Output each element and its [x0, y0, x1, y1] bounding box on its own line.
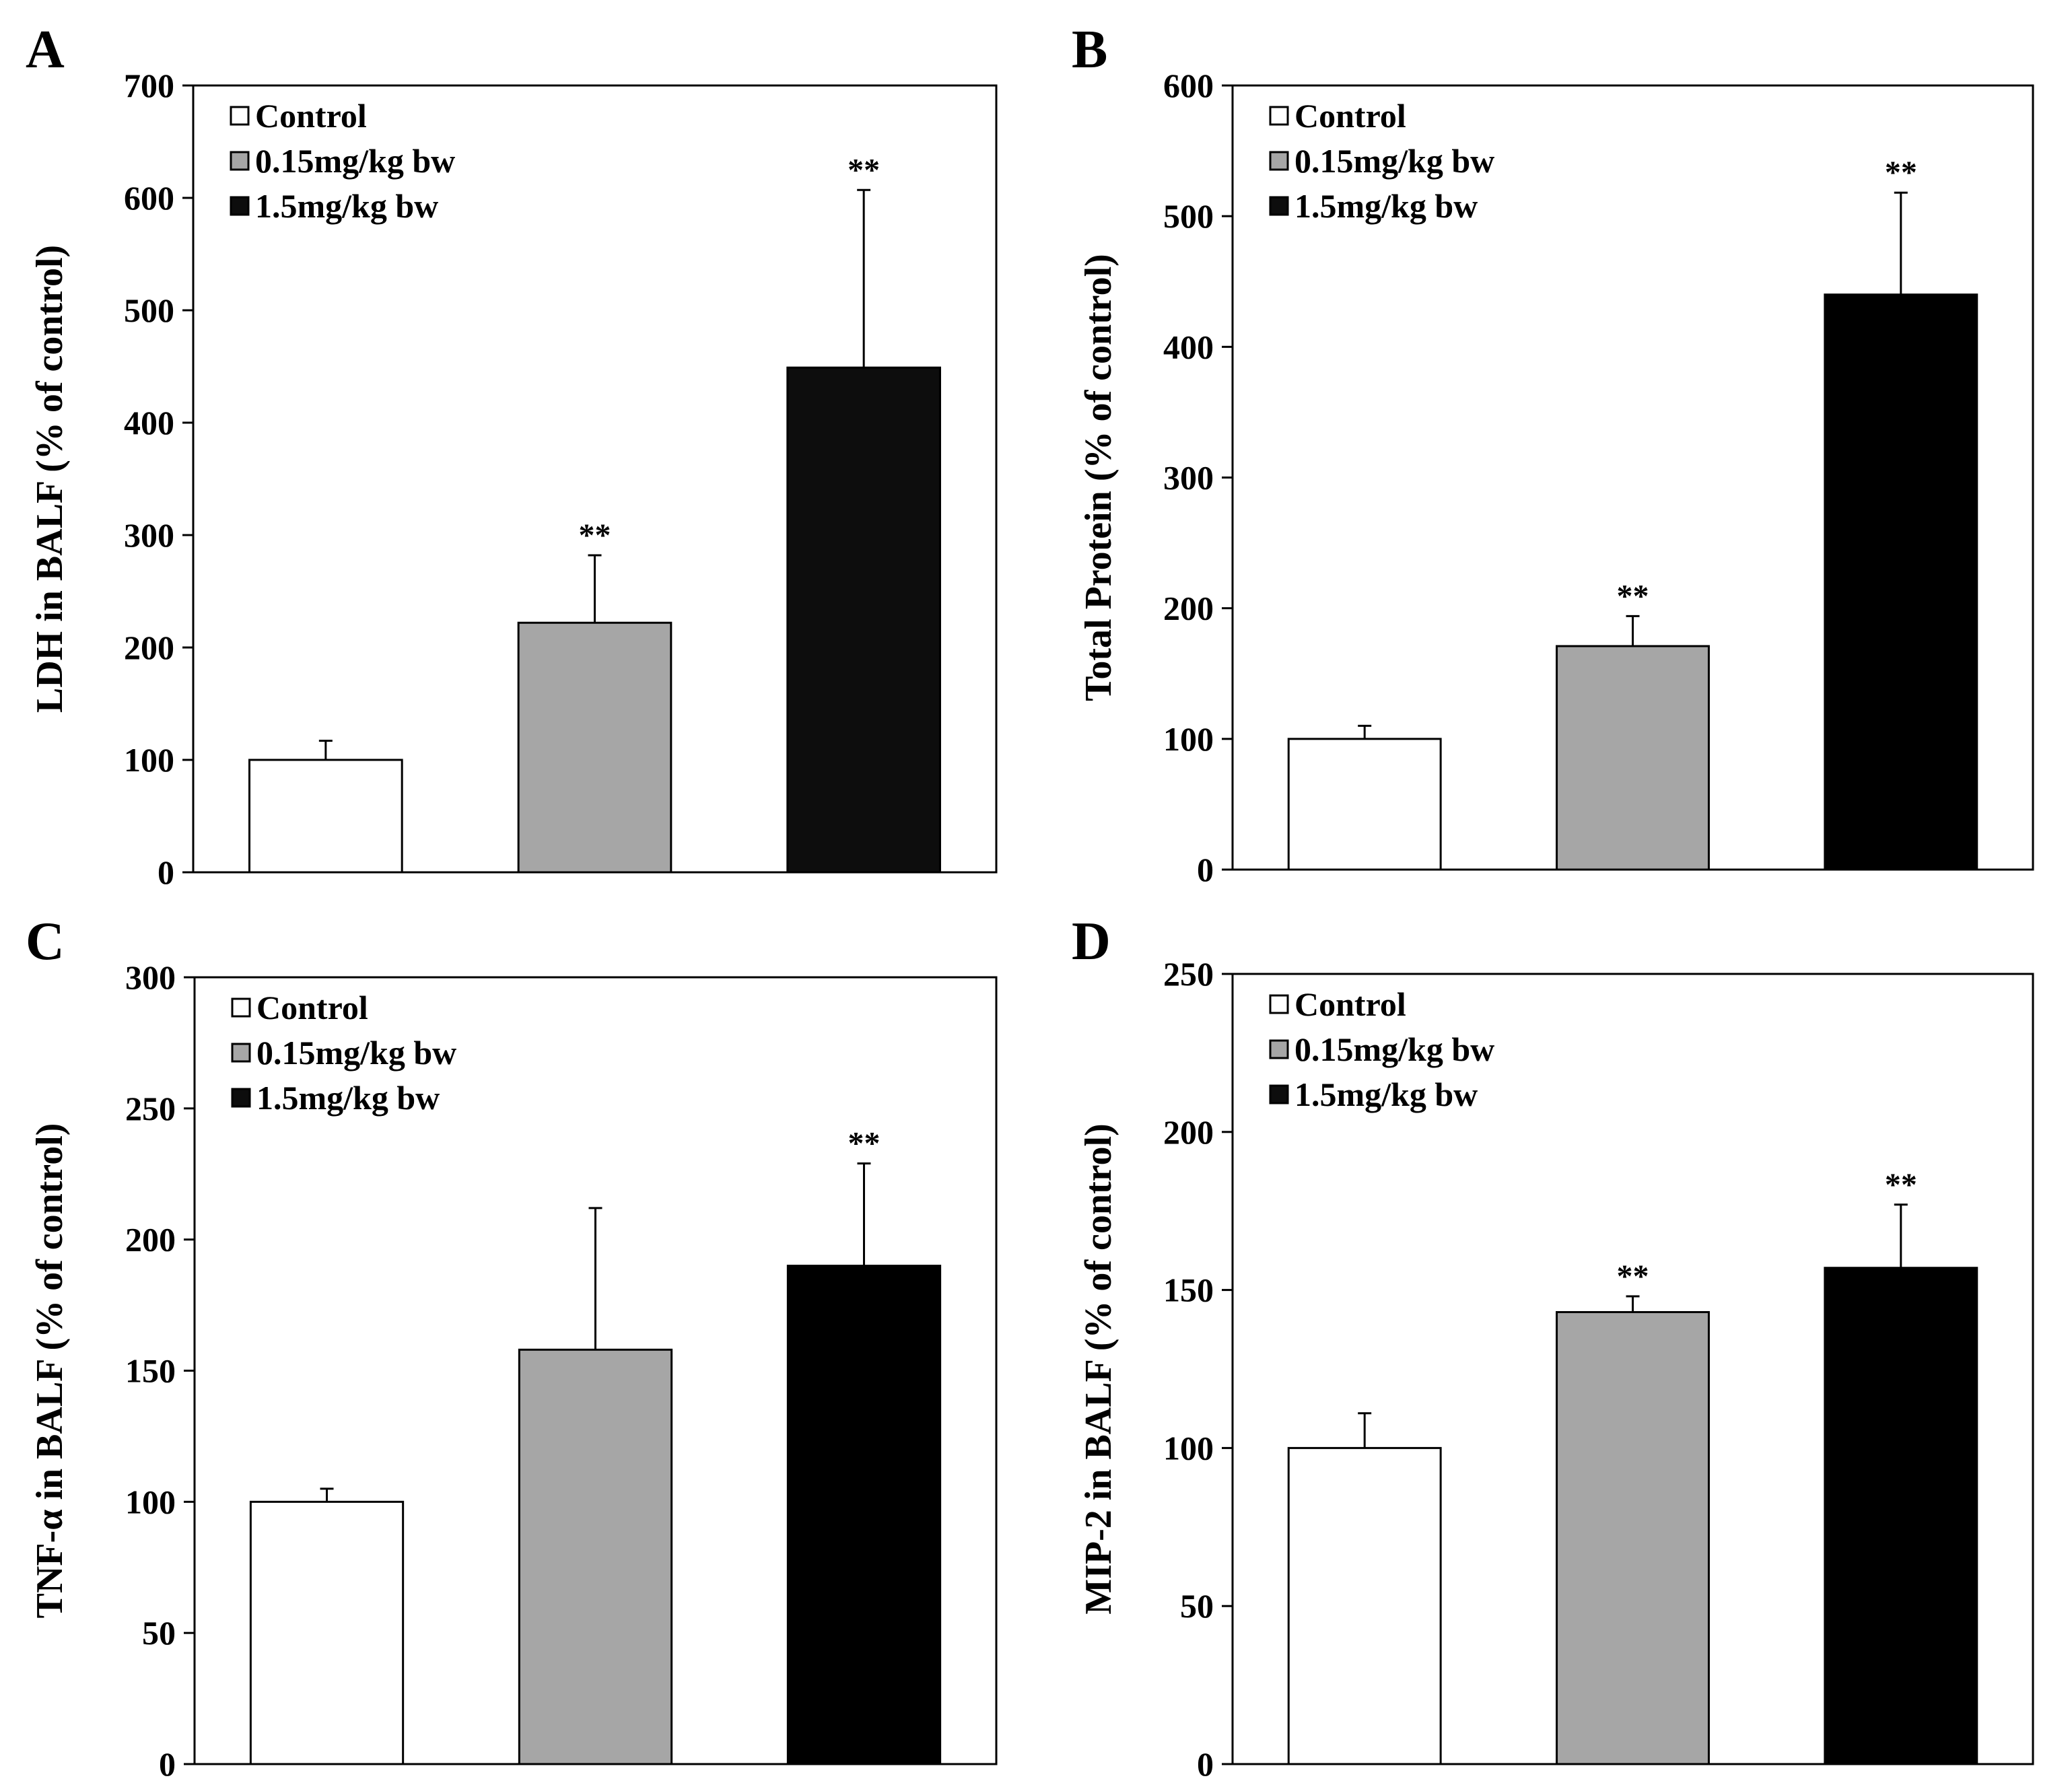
- bar: [1287, 738, 1442, 871]
- y-tick-label: 50: [142, 1614, 176, 1652]
- significance-marker: **: [848, 152, 880, 188]
- chart-panel-a: A 0 100 200 300 400 500 600 700 LDH in BALF (% of…: [26, 20, 998, 891]
- significance-marker: **: [1617, 1259, 1649, 1294]
- legend-swatch: [231, 1043, 251, 1063]
- y-tick-label: 200: [1163, 1113, 1214, 1151]
- chart-panel-c: C 0 50 100 150 200 250 300 TNF-α in BALF (% of c…: [26, 912, 998, 1783]
- panel-letter: A: [26, 20, 65, 79]
- bar: [1556, 645, 1710, 871]
- legend-label: Control: [1294, 97, 1406, 135]
- panel-letter: C: [26, 912, 65, 971]
- y-tick-label: 400: [1163, 328, 1214, 365]
- legend-label: 0.15mg/kg bw: [256, 1034, 456, 1072]
- legend-label: 0.15mg/kg bw: [255, 142, 455, 180]
- significance-marker: **: [1885, 1167, 1917, 1203]
- panel-letter: B: [1072, 20, 1107, 79]
- legend-label: Control: [255, 97, 367, 135]
- significance-marker: **: [1617, 578, 1649, 614]
- bar: [518, 1348, 673, 1765]
- legend-swatch: [231, 997, 251, 1018]
- y-tick-label: 50: [1180, 1587, 1214, 1625]
- legend-label: Control: [256, 989, 368, 1026]
- bar: [786, 1265, 942, 1765]
- bar: [517, 621, 672, 874]
- y-tick-label: 100: [1163, 720, 1214, 758]
- y-tick-label: 150: [125, 1352, 176, 1390]
- bar: [1824, 293, 1978, 871]
- y-tick-label: 0: [159, 1745, 176, 1783]
- y-tick-label: 300: [124, 516, 174, 554]
- legend-label: 1.5mg/kg bw: [255, 187, 438, 225]
- legend-label: Control: [1294, 985, 1406, 1023]
- legend-label: 1.5mg/kg bw: [256, 1079, 440, 1117]
- y-tick-label: 600: [1163, 67, 1214, 104]
- panel-letter: D: [1072, 912, 1111, 971]
- y-axis-title: TNF-α in BALF (% of control): [29, 1123, 71, 1619]
- y-tick-label: 300: [125, 958, 176, 996]
- significance-marker: **: [848, 1126, 880, 1162]
- legend-swatch: [230, 196, 250, 216]
- y-tick-label: 400: [124, 404, 174, 442]
- y-axis-title: LDH in BALF (% of control): [29, 245, 71, 713]
- bar: [1824, 1267, 1978, 1765]
- y-tick-label: 0: [1197, 851, 1214, 888]
- y-tick-label: 0: [158, 853, 174, 891]
- legend-label: 0.15mg/kg bw: [1294, 1030, 1494, 1068]
- legend-swatch: [1269, 994, 1289, 1014]
- bar: [1556, 1310, 1710, 1765]
- legend-swatch: [230, 151, 250, 171]
- legend-label: 1.5mg/kg bw: [1294, 187, 1478, 225]
- legend-swatch: [1269, 1039, 1289, 1059]
- y-tick-label: 200: [124, 629, 174, 666]
- legend-swatch: [230, 106, 250, 126]
- y-tick-label: 100: [125, 1483, 176, 1520]
- y-tick-label: 150: [1163, 1271, 1214, 1309]
- y-tick-label: 600: [124, 179, 174, 217]
- y-tick-label: 700: [124, 67, 174, 104]
- legend-swatch: [1269, 151, 1289, 171]
- legend-label: 0.15mg/kg bw: [1294, 142, 1494, 180]
- legend-swatch: [1269, 1084, 1289, 1104]
- y-tick-label: 0: [1197, 1745, 1214, 1783]
- y-axis-title: MIP-2 in BALF (% of control): [1078, 1123, 1119, 1614]
- legend-swatch: [1269, 196, 1289, 216]
- y-tick-label: 100: [124, 741, 174, 779]
- bar: [248, 759, 403, 874]
- legend-label: 1.5mg/kg bw: [1294, 1076, 1478, 1113]
- chart-panel-b: B 0 100 200 300 400 500 600 Total Protein (% of …: [1072, 20, 2034, 888]
- bar: [1287, 1446, 1442, 1765]
- y-tick-label: 250: [125, 1090, 176, 1127]
- y-tick-label: 100: [1163, 1429, 1214, 1467]
- y-tick-label: 300: [1163, 459, 1214, 497]
- y-tick-label: 500: [1163, 197, 1214, 235]
- y-tick-label: 500: [124, 291, 174, 329]
- chart-panel-d: D 0 50 100 150 200 250 MIP-2 in BALF (% of cont…: [1072, 912, 2034, 1783]
- y-tick-label: 200: [1163, 590, 1214, 627]
- significance-marker: **: [1885, 155, 1917, 190]
- y-axis-title: Total Protein (% of control): [1078, 254, 1119, 701]
- bar: [786, 366, 941, 874]
- legend-swatch: [1269, 106, 1289, 126]
- bar: [249, 1500, 405, 1765]
- y-tick-label: 200: [125, 1221, 176, 1259]
- significance-marker: **: [579, 518, 611, 553]
- y-tick-label: 250: [1163, 955, 1214, 993]
- legend-swatch: [231, 1088, 251, 1108]
